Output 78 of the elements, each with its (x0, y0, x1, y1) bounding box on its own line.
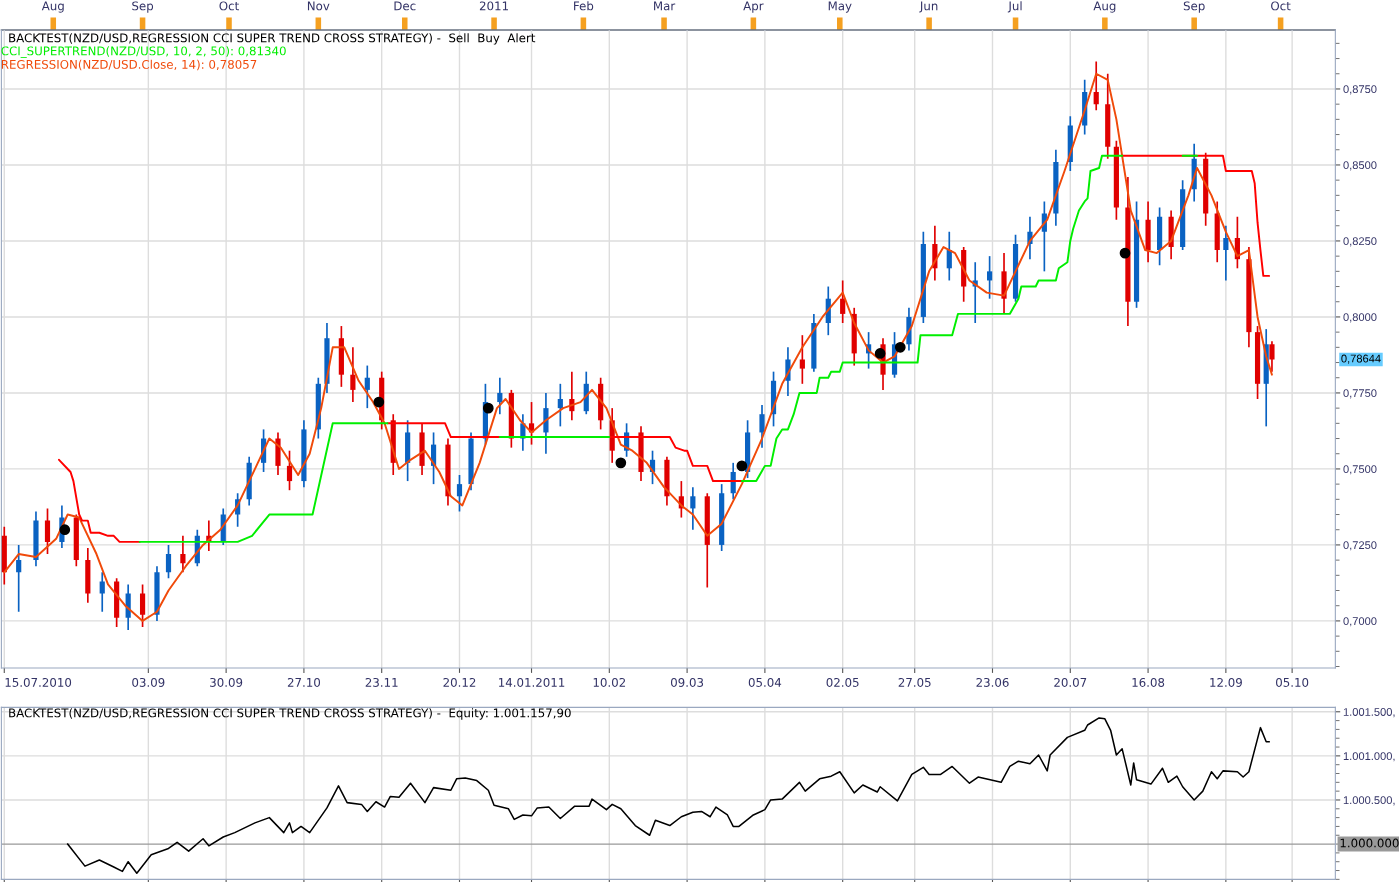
candlestick (44, 507, 51, 555)
point (373, 396, 385, 408)
x-tick-label: 05.10 (1276, 677, 1309, 687)
x-tick-label: 03.09 (132, 677, 165, 687)
x2-tick-label: May (828, 1, 852, 13)
candlestick (759, 404, 765, 449)
y-tick-label: 0,8000 (1343, 313, 1377, 323)
candlestick (1269, 340, 1275, 373)
candlestick (690, 486, 696, 531)
x-tick-label: 10.02 (593, 677, 626, 687)
candlestick (16, 544, 22, 613)
x-tick-label: 20.07 (1054, 677, 1087, 687)
candlestick (987, 255, 993, 300)
text: 0,78644 (1341, 354, 1381, 364)
x-tick-label: 30.09 (210, 677, 243, 687)
y-tick-label: 0,7250 (1343, 541, 1377, 551)
y-tick-label: 1.001.000, (1343, 752, 1395, 762)
candlestick (286, 449, 293, 492)
point (736, 460, 748, 472)
y-tick-label: 0,8500 (1343, 161, 1377, 171)
x2-tick-label: Jul (1007, 1, 1022, 13)
candlestick (350, 346, 356, 403)
y-tick-label: 0,7000 (1343, 617, 1377, 627)
candlestick (497, 376, 503, 416)
x-tick-label: 15.07.2010 (5, 677, 72, 687)
point (482, 402, 494, 414)
candlestick (1223, 224, 1229, 282)
line-series (3, 72, 1273, 622)
x2-tick-label: Aug (1093, 1, 1116, 13)
x2-tick-label: Jun (919, 1, 938, 13)
candlestick (364, 364, 370, 409)
x2-tick-label: Oct (219, 1, 239, 11)
x-tick-label: 05.04 (748, 677, 782, 687)
x-tick-label: 27.05 (898, 677, 931, 687)
point (615, 457, 627, 469)
x2-tick-label: Dec (394, 1, 416, 11)
text: CCI_SUPERTREND(NZD/USD, 10, 2, 50): 0,81340 (1, 46, 286, 58)
x2-tick-label: Nov (307, 1, 330, 11)
candlestick (456, 474, 463, 513)
candlestick (99, 571, 105, 613)
ref-line-label: 1.000.000 (1340, 838, 1399, 848)
candlestick (557, 382, 563, 428)
candlestick (799, 334, 805, 385)
y-tick-label: 0,7750 (1343, 389, 1377, 399)
point (874, 348, 886, 359)
x-tick-label: 23.11 (365, 677, 398, 687)
point (59, 524, 71, 536)
chart-title: BACKTEST(NZD/USD,REGRESSION CCI SUPER TREND CROSS STRATEGY) - Equity: 1.001.157,90 (9, 708, 571, 720)
candlestick (1093, 60, 1099, 112)
point (894, 341, 906, 353)
y-tick-label: 0,8750 (1343, 85, 1377, 95)
point (1119, 247, 1131, 259)
x-tick-label: 12.09 (1210, 677, 1242, 687)
chart-title: BACKTEST(NZD/USD,REGRESSION CCI SUPER TREND CROSS STRATEGY) - Sell Buy Alert (9, 33, 536, 45)
x2-tick-label: Feb (574, 1, 594, 11)
text: REGRESSION(NZD/USD.Close, 14): 0,78057 (1, 59, 257, 71)
x-tick-label: 14.01.2011 (499, 677, 565, 687)
y-tick-label: 1.001.500, (1343, 708, 1395, 718)
y-tick-label: 0,7500 (1343, 465, 1377, 475)
x-tick-label: 23.06 (976, 677, 1009, 687)
x-tick-label: 09.03 (670, 677, 704, 687)
x-tick-label: 16.08 (1132, 677, 1165, 687)
candlestick (139, 583, 146, 628)
x-tick-label: 20.12 (443, 677, 476, 687)
x2-tick-label: Apr (743, 1, 764, 13)
x2-tick-label: Oct (1271, 1, 1291, 11)
x2-tick-label: Mar (654, 1, 676, 11)
x-tick-label: 02.05 (826, 677, 859, 687)
candlestick (180, 534, 186, 574)
x-tick-label: 27.10 (287, 677, 321, 687)
candlestick (165, 544, 172, 580)
x2-tick-label: Sep (132, 1, 154, 13)
x2-tick-label: Aug (41, 1, 64, 13)
y-tick-label: 0,8250 (1343, 237, 1377, 247)
y-tick-label: 1.000.500, (1343, 796, 1395, 806)
x2-tick-label: 2011 (479, 1, 508, 11)
candlestick (840, 279, 846, 324)
x2-tick-label: Sep (1183, 1, 1205, 13)
